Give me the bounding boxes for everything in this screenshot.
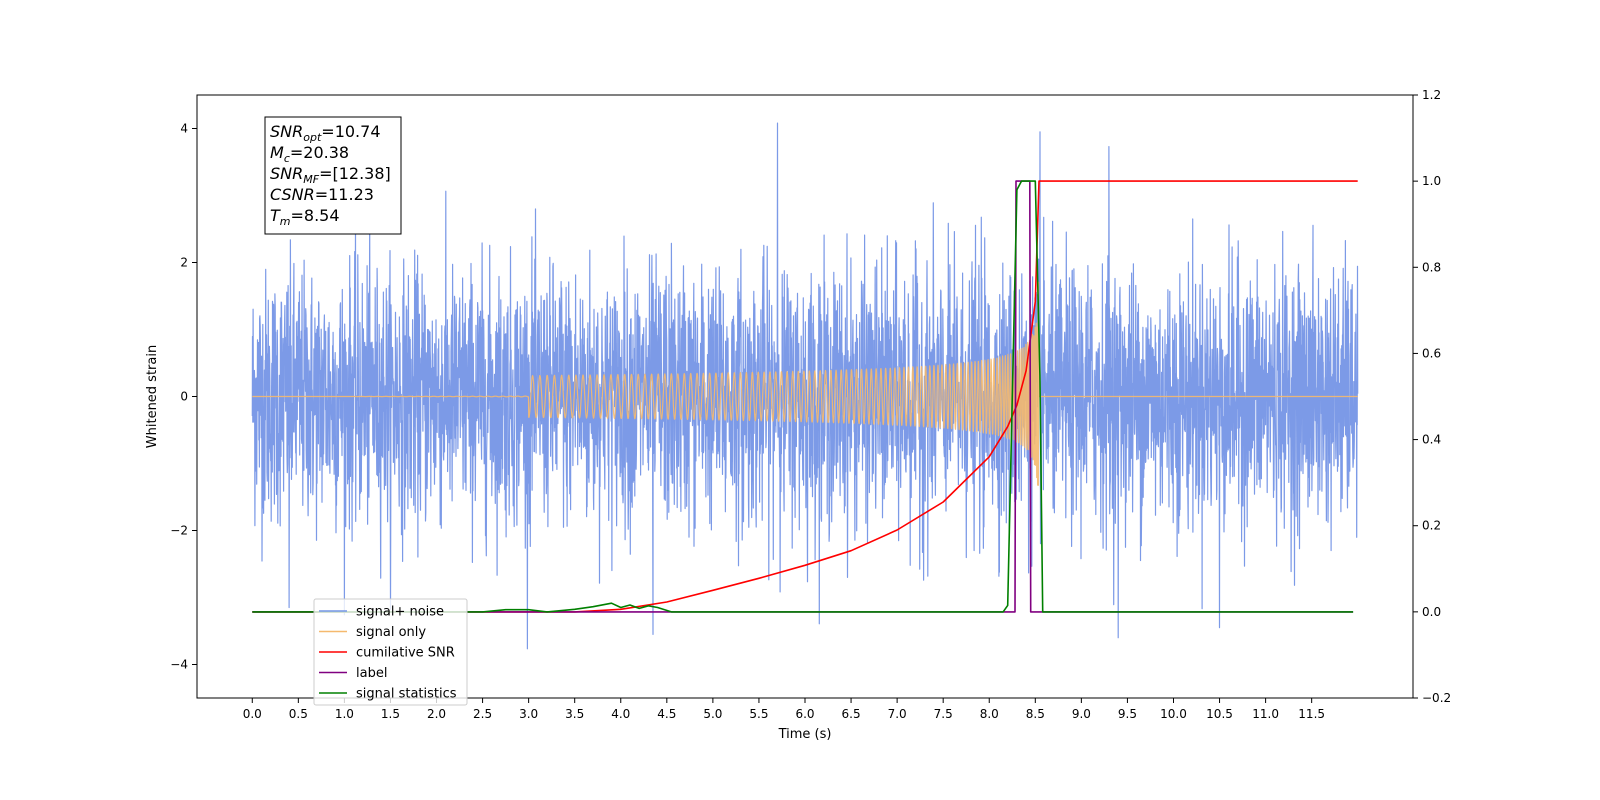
legend-item: signal only: [319, 625, 426, 640]
x-tick-label: 2.0: [427, 707, 446, 721]
x-tick-label: 4.0: [611, 707, 630, 721]
y2-tick-label: 0.4: [1422, 433, 1441, 447]
x-tick-label: 8.0: [980, 707, 999, 721]
x-tick-label: 0.5: [289, 707, 308, 721]
x-tick-label: 6.5: [842, 707, 861, 721]
x-tick-label: 2.5: [473, 707, 492, 721]
x-tick-label: 10.5: [1206, 707, 1233, 721]
series-signal-only: [251, 281, 1359, 486]
x-tick-label: 1.5: [381, 707, 400, 721]
legend-label: signal statistics: [356, 687, 457, 702]
y2-tick-label: 0.6: [1422, 346, 1441, 360]
legend-label: signal only: [356, 625, 426, 640]
y2-tick-label: −0.2: [1422, 691, 1451, 705]
legend-item: cumilative SNR: [319, 646, 455, 661]
legend-label: cumilative SNR: [356, 646, 455, 661]
x-tick-label: 11.5: [1298, 707, 1325, 721]
annotation-snr-opt: SNRopt=10.74: [270, 122, 381, 144]
legend: signal+ noise signal only cumilative SNR la…: [313, 598, 468, 706]
y-tick-label: 2: [180, 256, 188, 270]
x-tick-label: 3.5: [565, 707, 584, 721]
y2-axis-ticks: −0.2 0.0 0.2 0.4 0.6 0.8 1.0 1.2: [1413, 88, 1451, 705]
y-tick-label: −4: [170, 658, 188, 672]
annotation-mc: Mc=20.38: [270, 143, 349, 165]
x-tick-label: 9.0: [1072, 707, 1091, 721]
x-tick-label: 3.0: [519, 707, 538, 721]
annotation-box: SNRopt=10.74 Mc=20.38 SNRMF=[12.38] CSNR…: [264, 116, 402, 235]
annotation-tm: Tm=8.54: [270, 206, 340, 228]
x-tick-label: 5.5: [749, 707, 768, 721]
y2-tick-label: 1.2: [1422, 88, 1441, 102]
y2-tick-label: 0.2: [1422, 519, 1441, 533]
x-tick-label: 1.0: [335, 707, 354, 721]
y-axis-label: Whitened strain: [145, 345, 160, 448]
y2-tick-label: 0.8: [1422, 260, 1441, 274]
y-axis-ticks: −4 −2 0 2 4: [170, 122, 197, 672]
series-signal-statistics: [252, 180, 1354, 613]
legend-label: label: [356, 666, 387, 681]
y2-tick-label: 1.0: [1422, 174, 1441, 188]
x-tick-label: 4.5: [657, 707, 676, 721]
x-tick-label: 6.0: [795, 707, 814, 721]
annotation-csnr: CSNR=11.23: [270, 185, 374, 204]
legend-item: signal+ noise: [319, 605, 444, 620]
x-tick-label: 8.5: [1026, 707, 1045, 721]
y-tick-label: 0: [180, 390, 188, 404]
legend-item: label: [319, 666, 387, 681]
y2-tick-label: 0.0: [1422, 605, 1441, 619]
x-tick-label: 9.5: [1118, 707, 1137, 721]
y-tick-label: −2: [170, 524, 188, 538]
x-tick-label: 0.0: [243, 707, 262, 721]
series-layer: [251, 122, 1359, 650]
x-tick-label: 11.0: [1252, 707, 1279, 721]
annotation-snr-mf: SNRMF=[12.38]: [270, 164, 391, 186]
x-axis-ticks: 0.0 0.5 1.0 1.5 2.0 2.5 3.0 3.5 4.0 4.5 5.0 5.5 6.0 6…: [243, 698, 1325, 721]
x-tick-label: 7.5: [934, 707, 953, 721]
y-tick-label: 4: [180, 122, 188, 136]
series-cumilative-snr: [252, 180, 1358, 613]
legend-label: signal+ noise: [356, 605, 444, 620]
legend-item: signal statistics: [319, 687, 457, 702]
x-tick-label: 7.0: [888, 707, 907, 721]
x-tick-label: 5.0: [703, 707, 722, 721]
x-tick-label: 10.0: [1160, 707, 1187, 721]
x-axis-label: Time (s): [778, 727, 832, 742]
